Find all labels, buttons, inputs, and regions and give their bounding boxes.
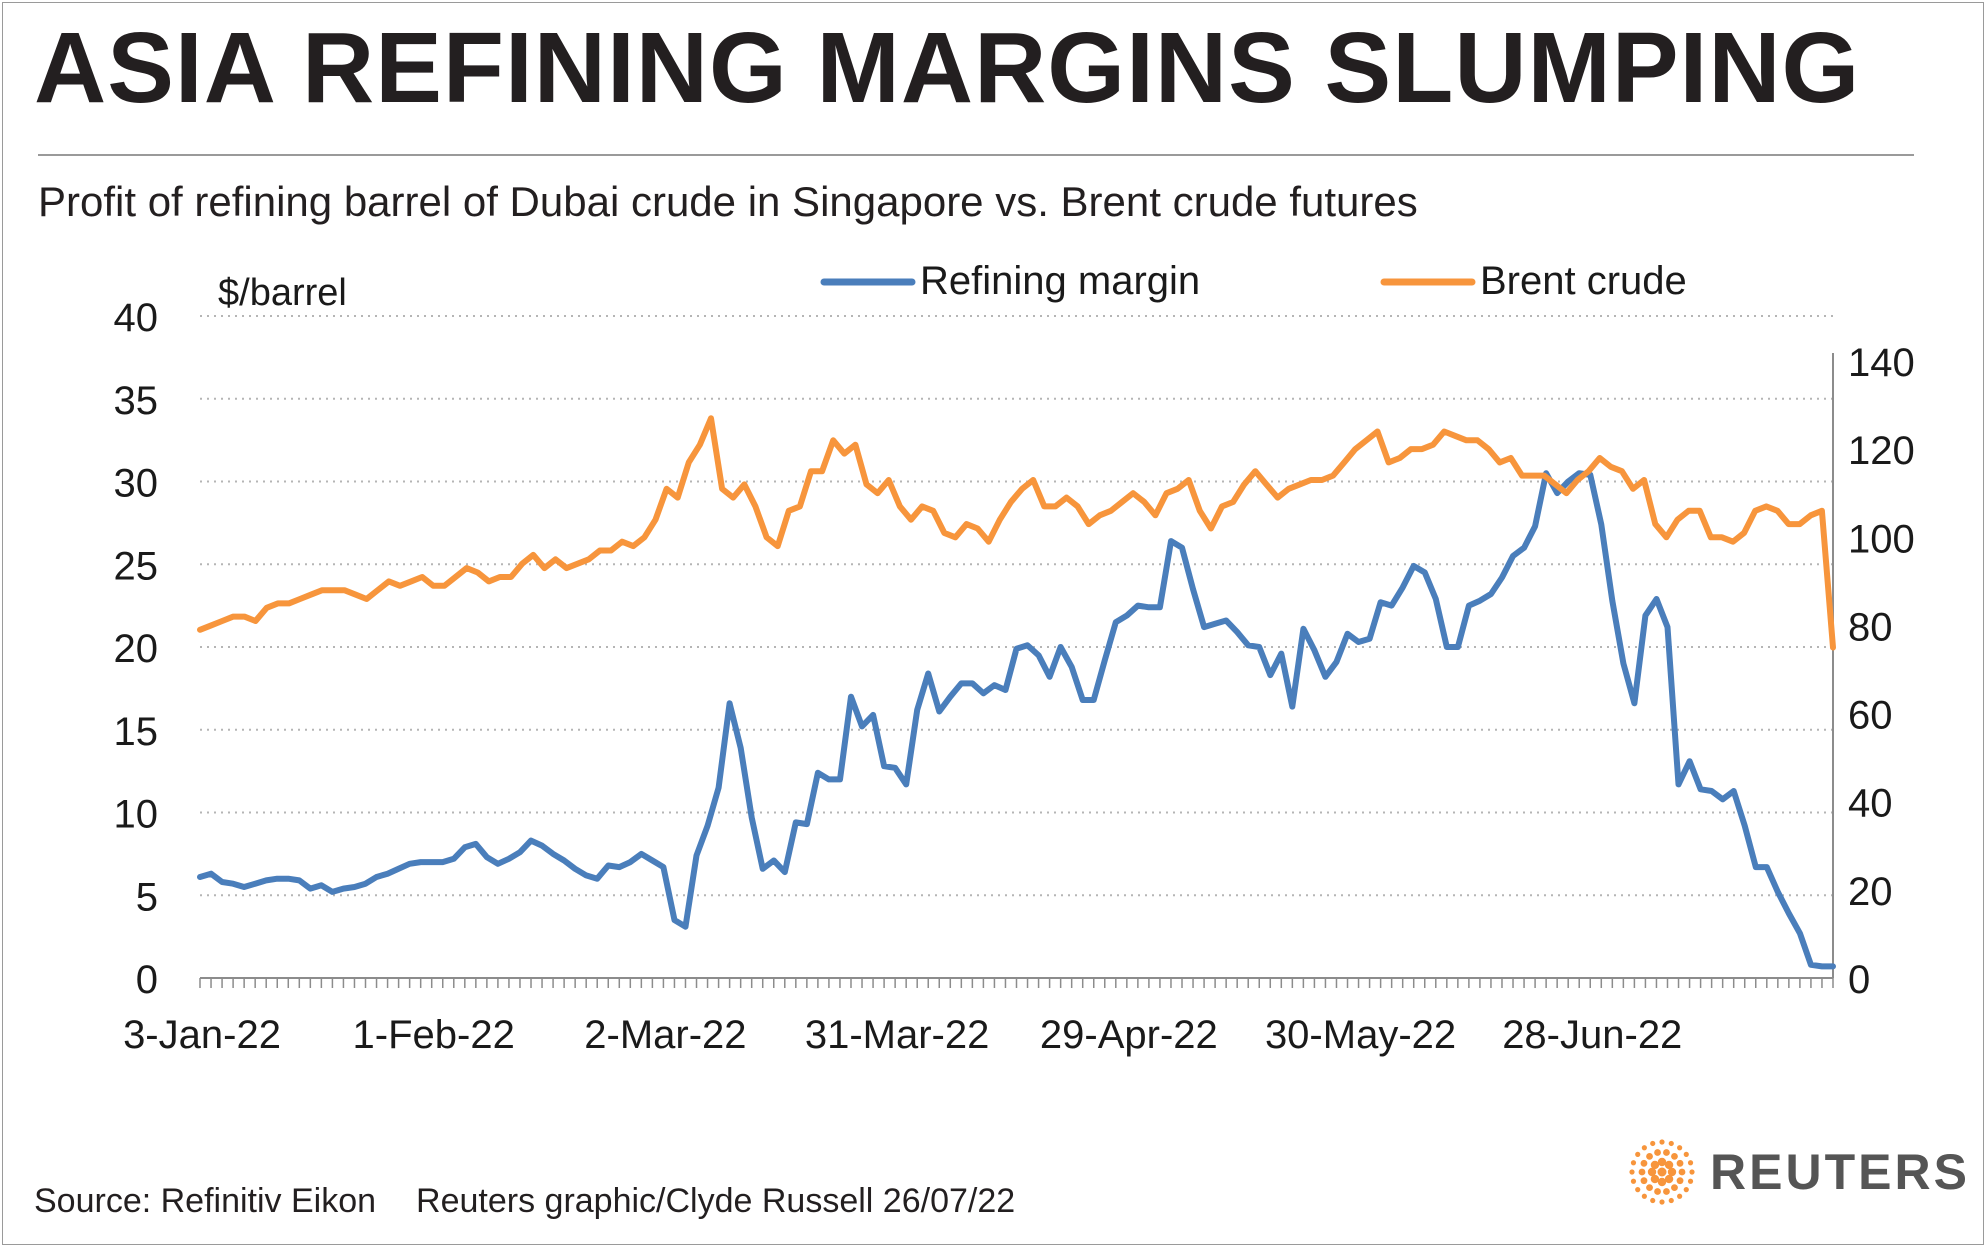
right-tick-label: 40: [1848, 782, 1893, 826]
left-tick-label: 20: [114, 627, 159, 671]
logo-dot: [1629, 1169, 1635, 1175]
logo-dot: [1650, 1160, 1660, 1170]
logo-dot: [1657, 1177, 1667, 1187]
logo-dot: [1678, 1168, 1686, 1176]
right-tick-label: 100: [1848, 517, 1915, 561]
logo-dot: [1663, 1188, 1670, 1195]
logo-dot: [1638, 1168, 1646, 1176]
right-tick-label: 0: [1848, 958, 1870, 1002]
legend-label-refining-margin: Refining margin: [920, 259, 1200, 303]
logo-text: REUTERS: [1710, 1144, 1970, 1200]
logo-dot: [1677, 1193, 1683, 1199]
chart-subtitle: Profit of refining barrel of Dubai crude…: [38, 178, 1418, 225]
source-text: Source: Refinitiv Eikon: [34, 1182, 377, 1220]
logo-dot: [1654, 1149, 1661, 1156]
credit-text: Reuters graphic/Clyde Russell 26/07/22: [416, 1182, 1016, 1220]
brent-crude-line: [197, 415, 1836, 651]
logo-dot: [1640, 1159, 1648, 1167]
logo-dot: [1664, 1160, 1674, 1170]
logo-dot: [1657, 1167, 1667, 1177]
logo-dot: [1663, 1149, 1670, 1156]
x-tick-label: 29-Apr-22: [1040, 1013, 1218, 1057]
logo-dot: [1659, 1139, 1665, 1145]
logo-dot: [1650, 1197, 1656, 1204]
logo-dot: [1659, 1199, 1665, 1205]
x-tick-label: 30-May-22: [1265, 1013, 1456, 1057]
left-tick-label: 0: [136, 958, 158, 1002]
x-tick-label: 2-Mar-22: [584, 1013, 746, 1057]
logo-dot: [1630, 1178, 1637, 1184]
legend: Refining margin Brent crude: [820, 259, 1687, 303]
left-axis-tick-labels: 0 5 10 15 20 25 30 35 40: [114, 296, 159, 1002]
logo-dot: [1687, 1178, 1694, 1184]
x-tick-label: 1-Feb-22: [353, 1013, 515, 1057]
refining-margin-line: [197, 470, 1836, 970]
axes: [199, 353, 1834, 988]
right-tick-label: 80: [1848, 605, 1893, 649]
logo-dot: [1640, 1177, 1648, 1185]
logo-dot: [1630, 1160, 1637, 1166]
left-tick-label: 30: [114, 462, 159, 506]
right-tick-label: 20: [1848, 870, 1893, 914]
right-tick-label: 60: [1848, 694, 1893, 738]
logo-dot: [1671, 1184, 1678, 1192]
reuters-logo: REUTERS: [1624, 1134, 1970, 1210]
left-tick-label: 5: [136, 875, 158, 919]
title-divider: [38, 154, 1914, 156]
logo-dot: [1667, 1167, 1677, 1177]
logo-dot: [1671, 1152, 1678, 1160]
right-tick-label: 120: [1848, 429, 1915, 473]
source-note: Source: Refinitiv Eikon Reuters graphic/C…: [34, 1182, 1015, 1221]
left-tick-label: 35: [114, 379, 159, 423]
logo-dot: [1650, 1140, 1656, 1147]
logo-dot: [1683, 1151, 1689, 1157]
logo-dot: [1647, 1167, 1657, 1177]
logo-dot: [1657, 1157, 1667, 1167]
logo-dot: [1683, 1187, 1689, 1193]
right-tick-label: 140: [1848, 341, 1915, 385]
logo-dot: [1635, 1151, 1641, 1157]
legend-label-brent-crude: Brent crude: [1480, 259, 1687, 303]
gridlines: [200, 315, 1833, 897]
logo-dot: [1668, 1140, 1674, 1147]
logo-dot: [1676, 1177, 1684, 1185]
chart-title: ASIA REFINING MARGINS SLUMPING: [34, 12, 1861, 124]
logo-dot: [1677, 1145, 1683, 1151]
series-lines: [197, 415, 1836, 970]
left-tick-label: 40: [114, 296, 159, 340]
logo-dot: [1668, 1197, 1674, 1204]
logo-dot: [1687, 1160, 1694, 1166]
right-axis-tick-labels: 0 20 40 60 80 100 120 140: [1848, 341, 1915, 1002]
logo-dot: [1646, 1184, 1653, 1192]
logo-dot: [1664, 1174, 1674, 1184]
x-tick-label: 31-Mar-22: [805, 1013, 990, 1057]
logo-dot: [1635, 1187, 1641, 1193]
logo-dot: [1654, 1188, 1661, 1195]
x-axis-tick-labels: 3-Jan-22 1-Feb-22 2-Mar-22 31-Mar-22 29-Apr-…: [123, 1013, 1682, 1057]
logo-dot: [1646, 1152, 1653, 1160]
logo-dot: [1676, 1159, 1684, 1167]
logo-dot: [1689, 1169, 1695, 1175]
left-tick-label: 10: [114, 793, 159, 837]
reuters-dot-logo-icon: [1629, 1139, 1695, 1205]
x-tick-label: 3-Jan-22: [123, 1013, 281, 1057]
logo-dot: [1650, 1174, 1660, 1184]
left-tick-label: 15: [114, 710, 159, 754]
logo-dot: [1641, 1193, 1647, 1199]
left-tick-label: 25: [114, 544, 159, 588]
y-axis-label: $/barrel: [218, 272, 347, 314]
x-tick-label: 28-Jun-22: [1502, 1013, 1682, 1057]
logo-dot: [1641, 1145, 1647, 1151]
